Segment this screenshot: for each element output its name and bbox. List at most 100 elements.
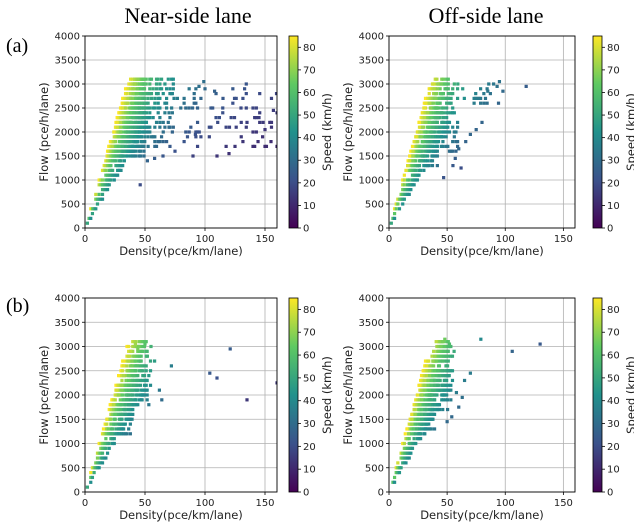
- x-axis-label: Density(pce/km/lane): [119, 508, 243, 522]
- scatter-point: [396, 471, 400, 475]
- scatter-point: [128, 432, 132, 436]
- y-tick-label: 2500: [359, 366, 384, 377]
- scatter-point: [115, 130, 119, 134]
- scatter-point: [426, 398, 430, 402]
- scatter-point: [122, 159, 126, 163]
- scatter-point: [492, 82, 496, 86]
- scatter-point: [417, 173, 421, 177]
- scatter-point: [123, 144, 128, 148]
- scatter-point: [97, 197, 101, 201]
- x-axis-label: Density(pce/km/lane): [420, 244, 544, 258]
- scatter-point: [125, 111, 129, 115]
- scatter-point: [412, 178, 416, 182]
- scatter-point: [457, 147, 461, 151]
- scatter-point: [132, 340, 137, 344]
- scatter-point: [462, 378, 467, 383]
- scatter-point: [425, 412, 429, 416]
- scatter-point: [414, 422, 418, 426]
- scatter-point: [129, 149, 133, 153]
- scatter-point: [125, 140, 129, 144]
- scatter-point: [391, 480, 395, 484]
- scatter-point: [501, 89, 505, 93]
- scatter-point: [437, 374, 442, 378]
- scatter-point: [404, 451, 408, 455]
- scatter-point: [416, 154, 420, 158]
- scatter-point: [153, 140, 157, 144]
- scatter-point: [445, 116, 449, 120]
- scatter-point: [224, 144, 228, 148]
- scatter-point: [423, 96, 428, 100]
- scatter-point: [274, 92, 277, 96]
- scatter-point: [131, 144, 135, 148]
- scatter-point: [141, 369, 145, 373]
- scatter-point: [139, 364, 143, 368]
- scatter-point: [168, 116, 172, 120]
- scatter-point: [120, 374, 124, 378]
- colorbar-tick-label: 0: [303, 224, 309, 235]
- scatter-point: [127, 378, 131, 383]
- scatter-point: [161, 130, 165, 134]
- scatter-point: [133, 364, 137, 368]
- scatter-point: [138, 378, 143, 383]
- scatter-point: [241, 140, 245, 144]
- scatter-point: [446, 87, 450, 91]
- scatter-point: [434, 140, 439, 144]
- scatter-point: [446, 383, 450, 387]
- scatter-point: [442, 388, 446, 392]
- scatter-point: [89, 207, 93, 211]
- scatter-point: [111, 398, 116, 402]
- scatter-point: [123, 412, 127, 416]
- scatter-point: [115, 393, 119, 397]
- scatter-point: [415, 422, 419, 426]
- scatter-point: [118, 106, 123, 110]
- scatter-point: [454, 390, 459, 395]
- scatter-point: [439, 340, 443, 344]
- scatter-point: [446, 111, 450, 115]
- scatter-point: [427, 364, 431, 368]
- scatter-point: [95, 456, 100, 460]
- scatter-point: [117, 407, 121, 412]
- scatter-point: [429, 412, 433, 416]
- scatter-point: [132, 140, 136, 144]
- scatter-point: [105, 178, 110, 182]
- scatter-point: [143, 111, 147, 115]
- scatter-point: [115, 407, 119, 412]
- scatter-point: [170, 111, 174, 115]
- scatter-point: [107, 446, 111, 450]
- scatter-point: [432, 359, 437, 363]
- scatter-point: [214, 116, 218, 120]
- scatter-point: [114, 173, 118, 177]
- scatter-point: [143, 140, 147, 144]
- scatter-point: [224, 125, 228, 129]
- scatter-point: [424, 130, 428, 134]
- scatter-point: [410, 173, 415, 177]
- scatter-point: [149, 135, 154, 139]
- scatter-point: [244, 82, 248, 86]
- scatter-point: [99, 451, 103, 455]
- scatter-point: [131, 378, 135, 383]
- scatter-point: [119, 164, 123, 168]
- scatter-point: [245, 120, 249, 124]
- scatter-point: [445, 344, 449, 349]
- x-tick-label: 0: [82, 234, 88, 245]
- row-label-b: (b): [6, 295, 29, 317]
- scatter-point: [417, 159, 422, 163]
- scatter-point: [441, 120, 445, 124]
- scatter-point: [131, 340, 135, 344]
- scatter-point: [441, 111, 445, 115]
- scatter-point: [138, 383, 143, 387]
- scatter-point: [444, 374, 448, 378]
- scatter-point: [135, 378, 139, 383]
- scatter-point: [130, 398, 134, 402]
- scatter-point: [412, 183, 416, 187]
- scatter-point: [452, 135, 456, 139]
- scatter-point: [85, 485, 89, 489]
- scatter-point: [158, 125, 162, 129]
- scatter-point: [117, 135, 121, 139]
- scatter-point: [426, 403, 430, 407]
- scatter-point: [142, 92, 146, 96]
- scatter-point: [441, 92, 445, 96]
- scatter-point: [130, 106, 134, 110]
- y-axis-label: Flow (pce/h/lane): [37, 82, 51, 181]
- scatter-point: [416, 164, 420, 168]
